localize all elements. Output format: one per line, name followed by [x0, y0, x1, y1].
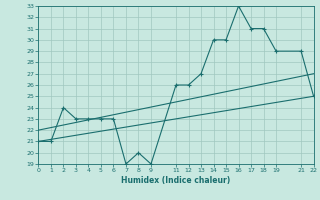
X-axis label: Humidex (Indice chaleur): Humidex (Indice chaleur) [121, 176, 231, 185]
